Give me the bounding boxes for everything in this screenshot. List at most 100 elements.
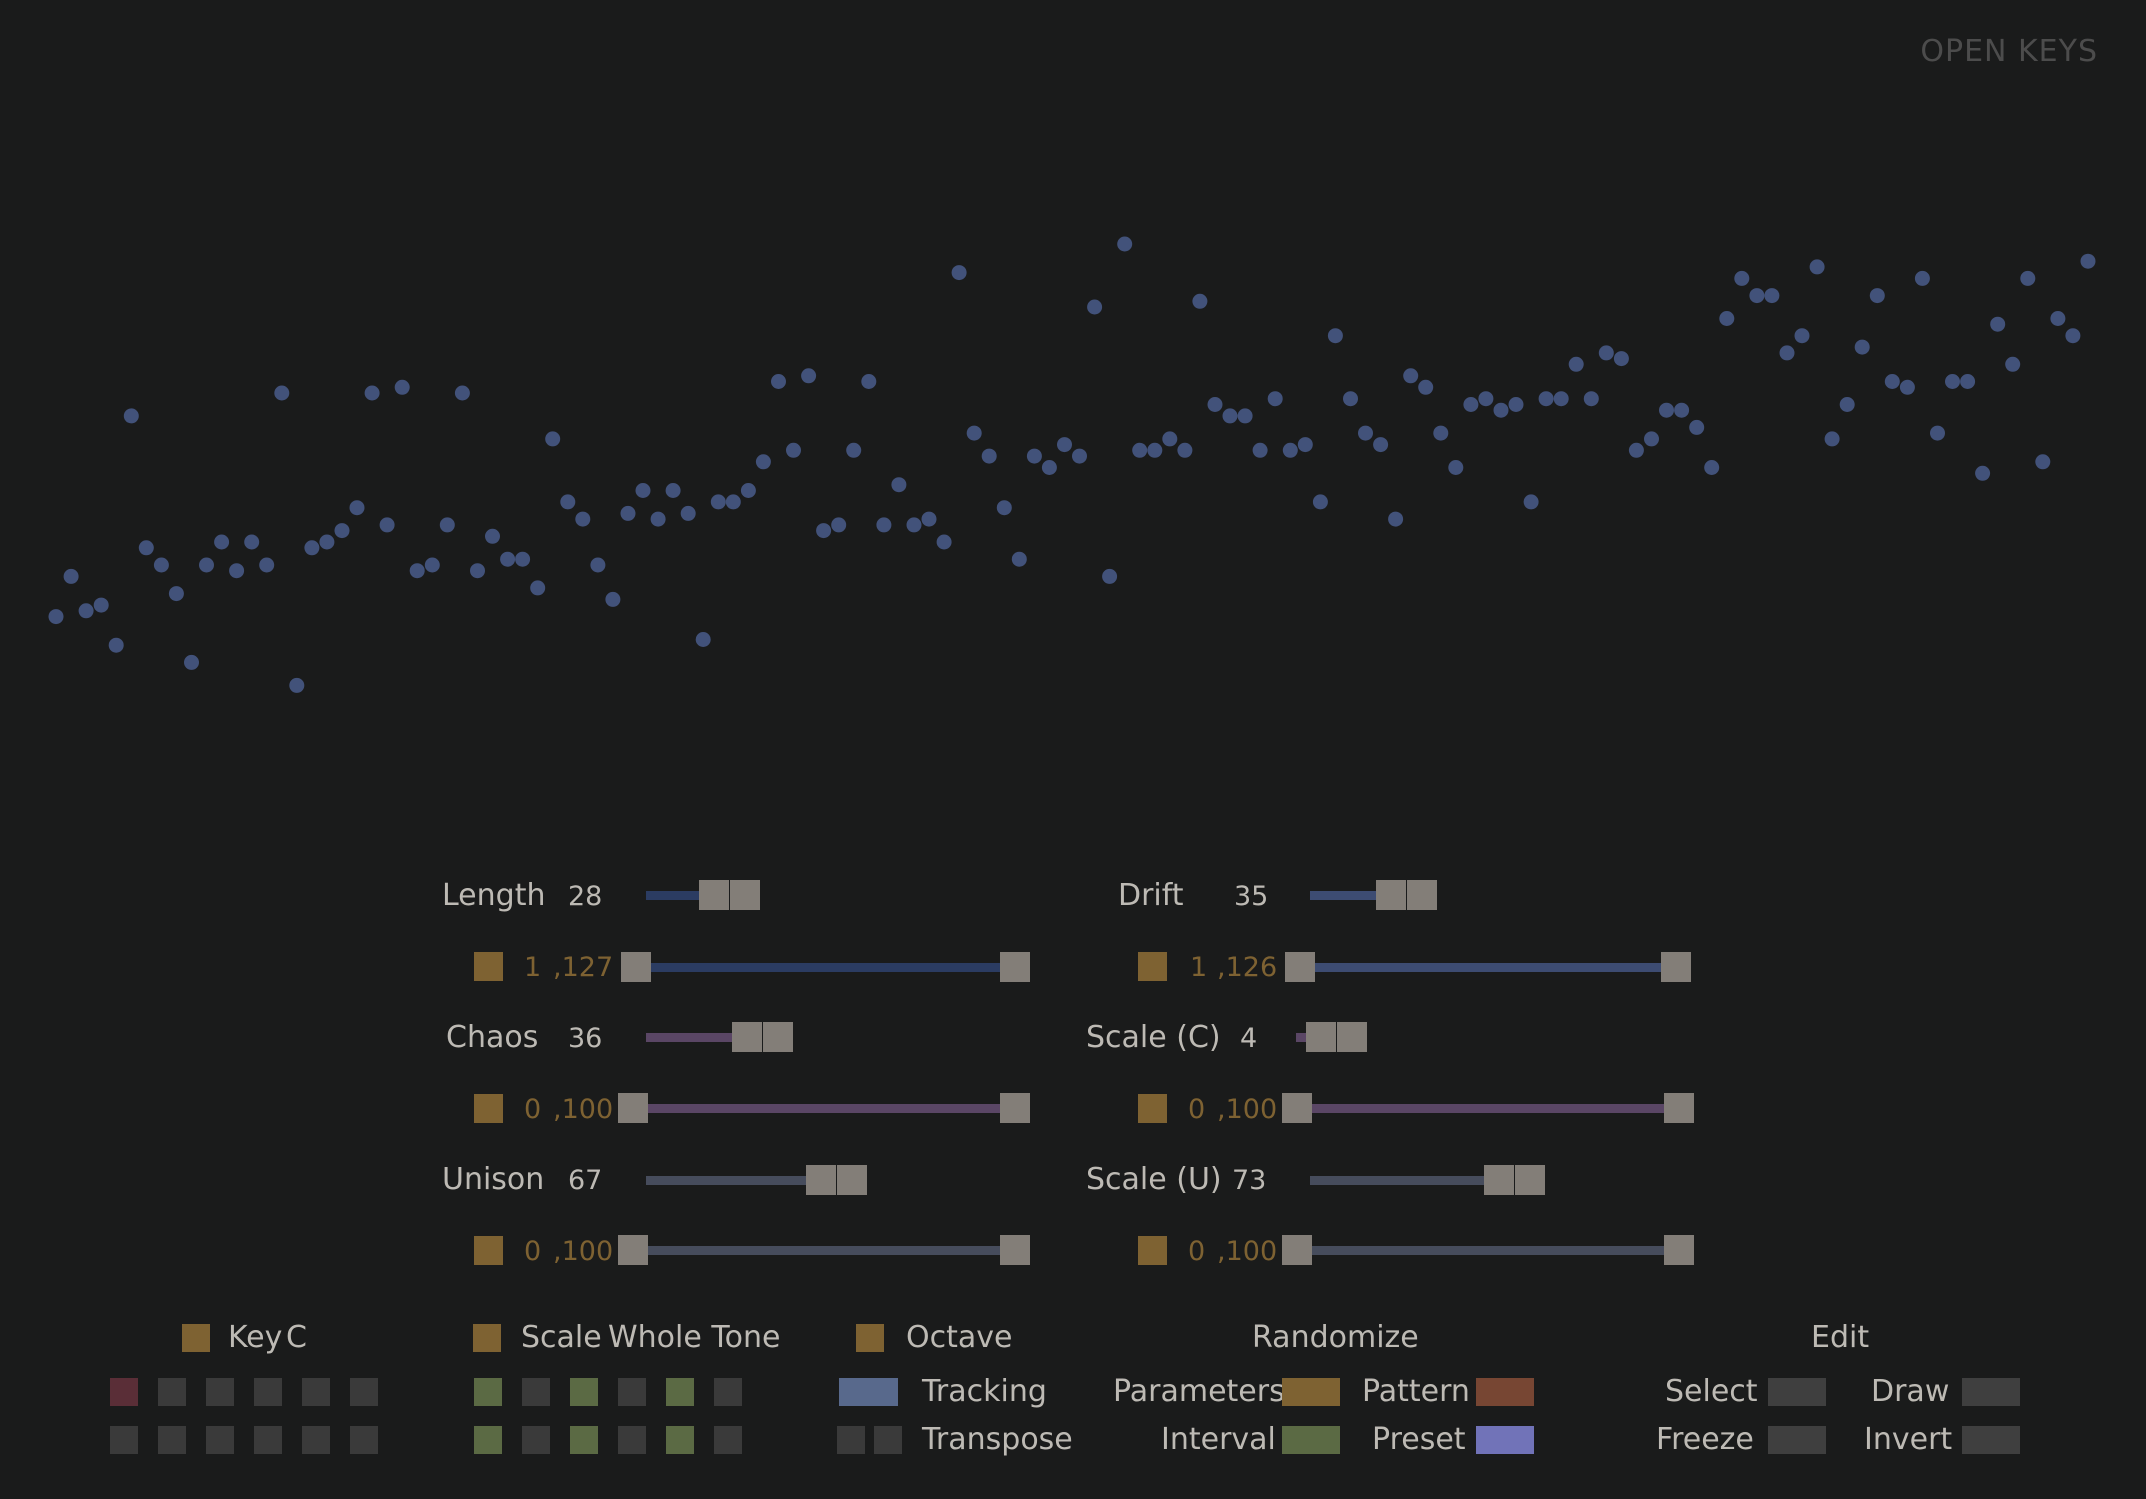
sequence-dot[interactable] — [1177, 442, 1193, 458]
edit-freeze-button[interactable] — [1768, 1426, 1826, 1454]
sequence-dot[interactable] — [951, 265, 967, 281]
sequence-dot[interactable] — [710, 494, 726, 510]
sequence-dot[interactable] — [2050, 311, 2066, 326]
key-grid-cell[interactable] — [158, 1426, 186, 1454]
unison-range-min-handle[interactable] — [618, 1235, 648, 1265]
sequence-dot[interactable] — [1960, 374, 1976, 389]
key-grid-cell[interactable] — [254, 1378, 282, 1406]
scale-u-range-toggle[interactable] — [1138, 1236, 1167, 1265]
sequence-dot[interactable] — [921, 511, 937, 527]
length-range-slider[interactable] — [618, 952, 1030, 982]
drift-slider-thumb[interactable] — [1376, 880, 1406, 910]
sequence-dot[interactable] — [2005, 356, 2021, 372]
sequence-dot[interactable] — [304, 540, 320, 556]
sequence-dot[interactable] — [816, 523, 832, 539]
length-range-toggle[interactable] — [474, 952, 503, 981]
sequence-dot[interactable] — [2035, 454, 2051, 470]
sequence-dot[interactable] — [1237, 408, 1253, 424]
unison-range-slider[interactable] — [618, 1235, 1030, 1265]
scale-grid-cell[interactable] — [474, 1378, 502, 1406]
sequence-dot[interactable] — [1704, 460, 1720, 475]
sequence-dot[interactable] — [891, 477, 907, 493]
sequence-dot[interactable] — [63, 568, 79, 584]
sequence-dot[interactable] — [1523, 494, 1539, 510]
sequence-dot[interactable] — [605, 591, 621, 607]
sequence-dot[interactable] — [48, 609, 64, 625]
unison-range-max-handle[interactable] — [1000, 1235, 1030, 1265]
unison-slider-thumb[interactable] — [837, 1165, 867, 1195]
sequence-dot[interactable] — [876, 517, 892, 533]
sequence-dot[interactable] — [470, 563, 485, 579]
scale-grid-cell[interactable] — [474, 1426, 502, 1454]
octave-toggle[interactable] — [856, 1324, 884, 1352]
key-grid-cell[interactable] — [350, 1378, 378, 1406]
sequence-dot[interactable] — [1192, 293, 1208, 309]
drift-slider-thumb[interactable] — [1407, 880, 1437, 910]
sequence-dot[interactable] — [1538, 391, 1554, 407]
drift-range-min-handle[interactable] — [1285, 952, 1315, 982]
sequence-dot[interactable] — [1373, 437, 1389, 453]
randomize-interval-button[interactable] — [1282, 1426, 1340, 1454]
sequence-dot[interactable] — [1252, 442, 1268, 458]
sequence-dot[interactable] — [1794, 328, 1810, 344]
tracking-button[interactable] — [839, 1378, 898, 1406]
sequence-dot[interactable] — [199, 557, 214, 573]
sequence-dot[interactable] — [409, 563, 425, 579]
scale-grid-cell[interactable] — [714, 1378, 742, 1406]
sequence-dot[interactable] — [1854, 339, 1870, 355]
length-range-max-handle[interactable] — [1000, 952, 1030, 982]
scale-grid-cell[interactable] — [714, 1426, 742, 1454]
sequence-dot[interactable] — [394, 379, 410, 395]
sequence-dot[interactable] — [454, 385, 470, 401]
unison-slider-thumb[interactable] — [806, 1165, 836, 1195]
sequence-dot[interactable] — [1026, 448, 1042, 464]
sequence-dot[interactable] — [364, 385, 380, 401]
sequence-dot[interactable] — [108, 637, 124, 653]
scale-u-slider-thumb[interactable] — [1515, 1165, 1545, 1195]
sequence-dot[interactable] — [1327, 328, 1343, 344]
sequence-plot[interactable] — [0, 0, 2146, 800]
length-range-min-handle[interactable] — [621, 952, 651, 982]
sequence-dot[interactable] — [1764, 288, 1780, 304]
chaos-range-max-handle[interactable] — [1000, 1093, 1030, 1123]
sequence-dot[interactable] — [424, 557, 440, 573]
scale-grid-cell[interactable] — [570, 1426, 598, 1454]
scale-grid-cell[interactable] — [522, 1378, 550, 1406]
sequence-dot[interactable] — [485, 528, 500, 544]
chaos-slider-thumb[interactable] — [763, 1022, 793, 1052]
sequence-dot[interactable] — [695, 632, 711, 647]
sequence-dot[interactable] — [1478, 391, 1494, 407]
sequence-dot[interactable] — [1598, 345, 1614, 361]
sequence-dot[interactable] — [725, 494, 741, 510]
sequence-dot[interactable] — [560, 494, 576, 510]
sequence-dot[interactable] — [530, 580, 546, 596]
sequence-dot[interactable] — [78, 603, 94, 619]
scale-grid-cell[interactable] — [666, 1426, 694, 1454]
sequence-dot[interactable] — [650, 511, 666, 527]
scale-grid-cell[interactable] — [618, 1426, 646, 1454]
sequence-dot[interactable] — [439, 517, 455, 533]
scale-u-slider-thumb[interactable] — [1484, 1165, 1514, 1195]
key-grid-cell[interactable] — [206, 1426, 234, 1454]
randomize-parameters-button[interactable] — [1282, 1378, 1340, 1406]
transpose-down-button[interactable] — [837, 1426, 865, 1454]
chaos-slider-thumb[interactable] — [732, 1022, 762, 1052]
sequence-dot[interactable] — [1403, 368, 1419, 384]
sequence-dot[interactable] — [1057, 437, 1072, 453]
sequence-dot[interactable] — [500, 551, 516, 567]
length-slider-thumb[interactable] — [699, 880, 729, 910]
sequence-dot[interactable] — [259, 557, 275, 573]
sequence-dot[interactable] — [1990, 316, 2006, 332]
sequence-dot[interactable] — [1102, 568, 1118, 584]
chaos-range-min-handle[interactable] — [618, 1093, 648, 1123]
sequence-dot[interactable] — [1930, 425, 1945, 441]
drift-slider[interactable] — [1310, 880, 1650, 910]
sequence-dot[interactable] — [1884, 374, 1900, 389]
scale-c-range-min-handle[interactable] — [1282, 1093, 1312, 1123]
sequence-dot[interactable] — [1267, 391, 1283, 407]
sequence-dot[interactable] — [379, 517, 395, 533]
key-grid-cell[interactable] — [254, 1426, 282, 1454]
sequence-dot[interactable] — [1147, 442, 1163, 458]
key-grid-cell[interactable] — [350, 1426, 378, 1454]
sequence-dot[interactable] — [575, 511, 591, 527]
